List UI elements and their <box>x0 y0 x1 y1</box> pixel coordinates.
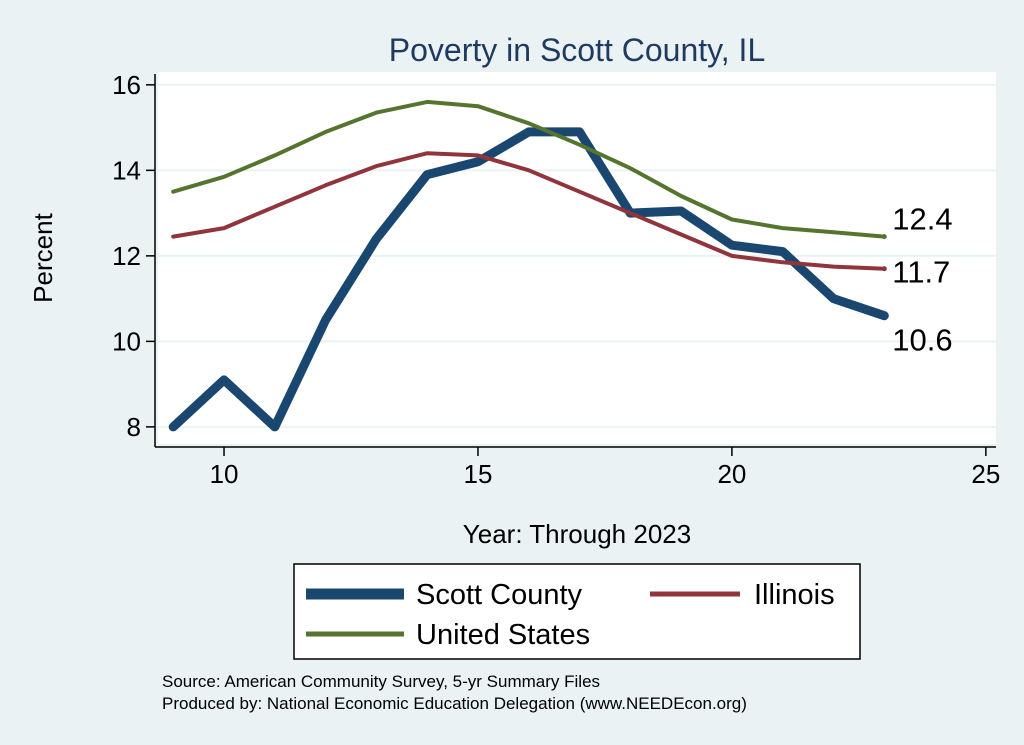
end-label-united-states: 12.4 <box>892 202 952 237</box>
legend-label-united-states: United States <box>416 619 590 651</box>
chart-title: Poverty in Scott County, IL <box>389 32 765 68</box>
end-label-scott-county: 10.6 <box>892 323 952 358</box>
x-axis-label: Year: Through 2023 <box>463 519 691 549</box>
x-tick-label-20: 20 <box>717 459 746 489</box>
grid-lines <box>158 83 996 428</box>
tick-labels: 8 10 12 14 16 10 15 20 25 <box>112 70 1000 489</box>
series-endpoint-illinois <box>881 266 887 272</box>
end-label-illinois: 11.7 <box>892 255 950 290</box>
y-tick-label-14: 14 <box>112 155 141 185</box>
series-line-illinois <box>171 151 887 271</box>
legend-label-illinois: Illinois <box>754 579 835 611</box>
legend-label-scott-county: Scott County <box>416 579 583 611</box>
x-tick-label-25: 25 <box>971 459 1000 489</box>
series-endpoint-scott-county <box>881 313 887 319</box>
y-tick-label-8: 8 <box>127 412 141 442</box>
legend-box <box>293 563 861 660</box>
series-lines <box>168 99 889 432</box>
y-axis-label: Percent <box>28 212 58 302</box>
y-tick-label-16: 16 <box>112 70 141 100</box>
y-tick-label-10: 10 <box>112 326 141 356</box>
legend: Scott County Illinois United States <box>293 563 861 660</box>
x-tick-label-10: 10 <box>210 459 239 489</box>
source-note: Source: American Community Survey, 5-yr … <box>162 672 600 691</box>
producer-note: Produced by: National Economic Education… <box>162 694 747 713</box>
y-tick-label-12: 12 <box>112 241 141 271</box>
series-endpoint-united-states <box>881 234 887 240</box>
end-labels: 10.6 11.7 12.4 <box>892 202 952 358</box>
series-line-united-states <box>171 99 887 239</box>
x-tick-label-15: 15 <box>464 459 493 489</box>
series-line-scott-county <box>168 127 889 432</box>
axes <box>146 74 996 456</box>
